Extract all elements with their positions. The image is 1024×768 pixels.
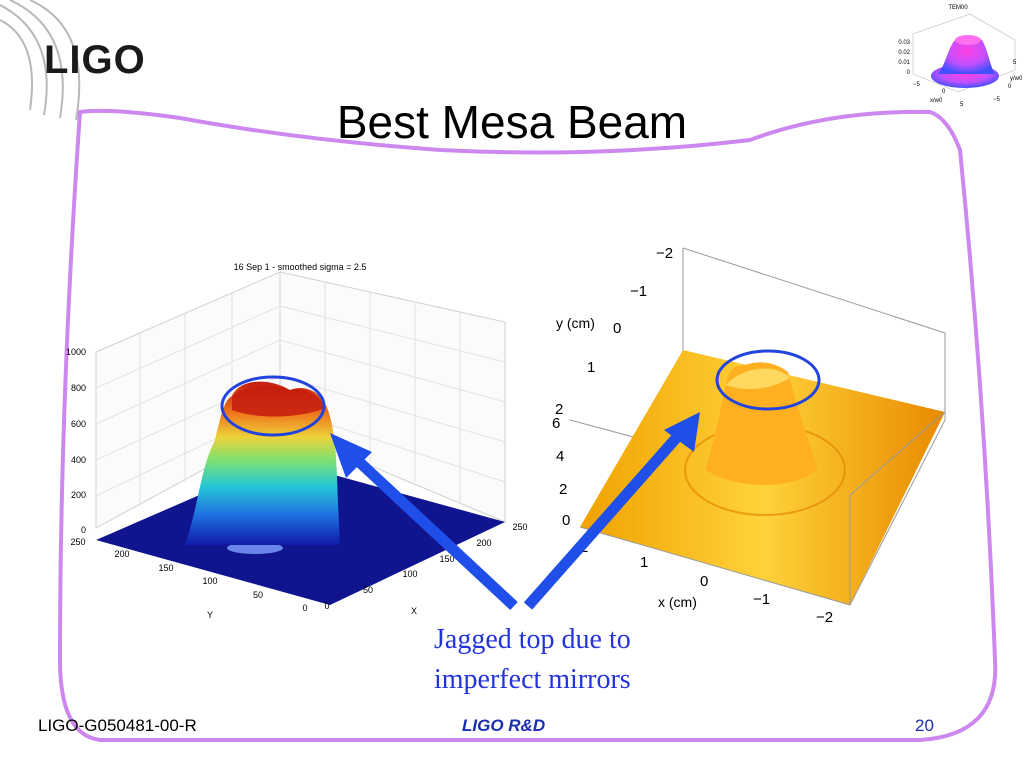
svg-text:5: 5 (960, 102, 964, 108)
right-surface-plot: −2 −1 0 1 2 y (cm) 0 2 4 6 2 1 0 −1 −2 x… (552, 245, 946, 626)
right-plot-y-label: y (cm) (556, 315, 595, 331)
left-plot-y-label: Y (207, 610, 213, 620)
svg-text:250: 250 (70, 537, 85, 547)
svg-text:0: 0 (81, 525, 86, 535)
svg-text:0: 0 (907, 70, 911, 76)
svg-text:0: 0 (562, 512, 570, 529)
document-id: LIGO-G050481-00-R (38, 716, 197, 735)
tem00-inset-plot: TEM00 0.03 0.02 0.01 0 −5 0 5 −5 0 5 x/w… (898, 5, 1023, 108)
annotation-caption: Jagged top due to imperfect mirrors (434, 624, 631, 695)
svg-text:800: 800 (71, 383, 86, 393)
svg-text:0: 0 (302, 603, 307, 613)
svg-text:2: 2 (559, 481, 567, 498)
svg-text:−5: −5 (993, 97, 1001, 103)
left-arrow-head (330, 433, 372, 478)
svg-text:y/w0: y/w0 (1010, 76, 1023, 82)
svg-text:0.03: 0.03 (898, 40, 910, 46)
svg-text:50: 50 (363, 585, 373, 595)
svg-text:−2: −2 (656, 245, 673, 262)
svg-text:6: 6 (552, 415, 560, 432)
svg-text:−2: −2 (816, 609, 833, 626)
svg-text:1: 1 (640, 554, 648, 571)
left-plot-y-ticks: 250 200 150 100 50 0 (70, 537, 307, 613)
page-number: 20 (915, 716, 934, 735)
ligo-logo: LIGO (44, 38, 146, 82)
right-peak-highlight-circle (715, 349, 821, 411)
svg-text:0: 0 (324, 601, 329, 611)
right-arrow-head (664, 412, 700, 452)
svg-text:1: 1 (587, 359, 595, 376)
svg-text:0: 0 (942, 89, 946, 95)
footer-center-label: LIGO R&D (462, 716, 546, 735)
inset-title: TEM00 (948, 5, 968, 11)
svg-text:600: 600 (71, 419, 86, 429)
right-plot-y-ticks: −2 −1 0 1 2 (555, 245, 673, 418)
left-plot-title: 16 Sep 1 - smoothed sigma = 2.5 (234, 262, 367, 272)
svg-text:200: 200 (476, 538, 491, 548)
svg-text:1000: 1000 (66, 347, 86, 357)
svg-text:200: 200 (114, 549, 129, 559)
svg-text:150: 150 (439, 554, 454, 564)
annotation-arrows (330, 412, 700, 611)
svg-text:x/w0: x/w0 (930, 98, 943, 104)
svg-text:100: 100 (202, 576, 217, 586)
svg-text:200: 200 (71, 490, 86, 500)
left-plot-z-ticks: 0 200 400 600 800 1000 (66, 347, 86, 535)
right-plot-x-label: x (cm) (658, 594, 697, 610)
svg-text:0: 0 (700, 573, 708, 590)
left-surface-plot: 16 Sep 1 - smoothed sigma = 2.5 (66, 262, 528, 620)
svg-text:0: 0 (1008, 84, 1012, 90)
svg-text:−1: −1 (753, 591, 770, 608)
left-plot-mesa-peak (185, 381, 340, 545)
right-plot-mesa (705, 362, 818, 485)
slide-title: Best Mesa Beam (336, 96, 688, 148)
left-peak-highlight-circle (220, 375, 326, 437)
svg-text:150: 150 (158, 563, 173, 573)
svg-text:50: 50 (253, 590, 263, 600)
left-plot-x-ticks: 0 50 100 150 200 250 (324, 522, 527, 611)
svg-text:400: 400 (71, 455, 86, 465)
svg-text:0.01: 0.01 (898, 60, 910, 66)
slide-border (57, 108, 998, 742)
right-plot-z-ticks: 0 2 4 6 (552, 415, 570, 529)
svg-text:100: 100 (402, 569, 417, 579)
svg-text:−1: −1 (630, 283, 647, 300)
logo-swoosh-graphic (0, 0, 81, 121)
svg-text:0: 0 (613, 320, 621, 337)
svg-text:0.02: 0.02 (898, 50, 910, 56)
svg-text:5: 5 (1013, 60, 1017, 66)
svg-text:4: 4 (556, 448, 564, 465)
svg-text:2: 2 (555, 401, 563, 418)
left-plot-x-label: X (411, 606, 417, 616)
svg-text:250: 250 (512, 522, 527, 532)
svg-text:−5: −5 (913, 82, 921, 88)
